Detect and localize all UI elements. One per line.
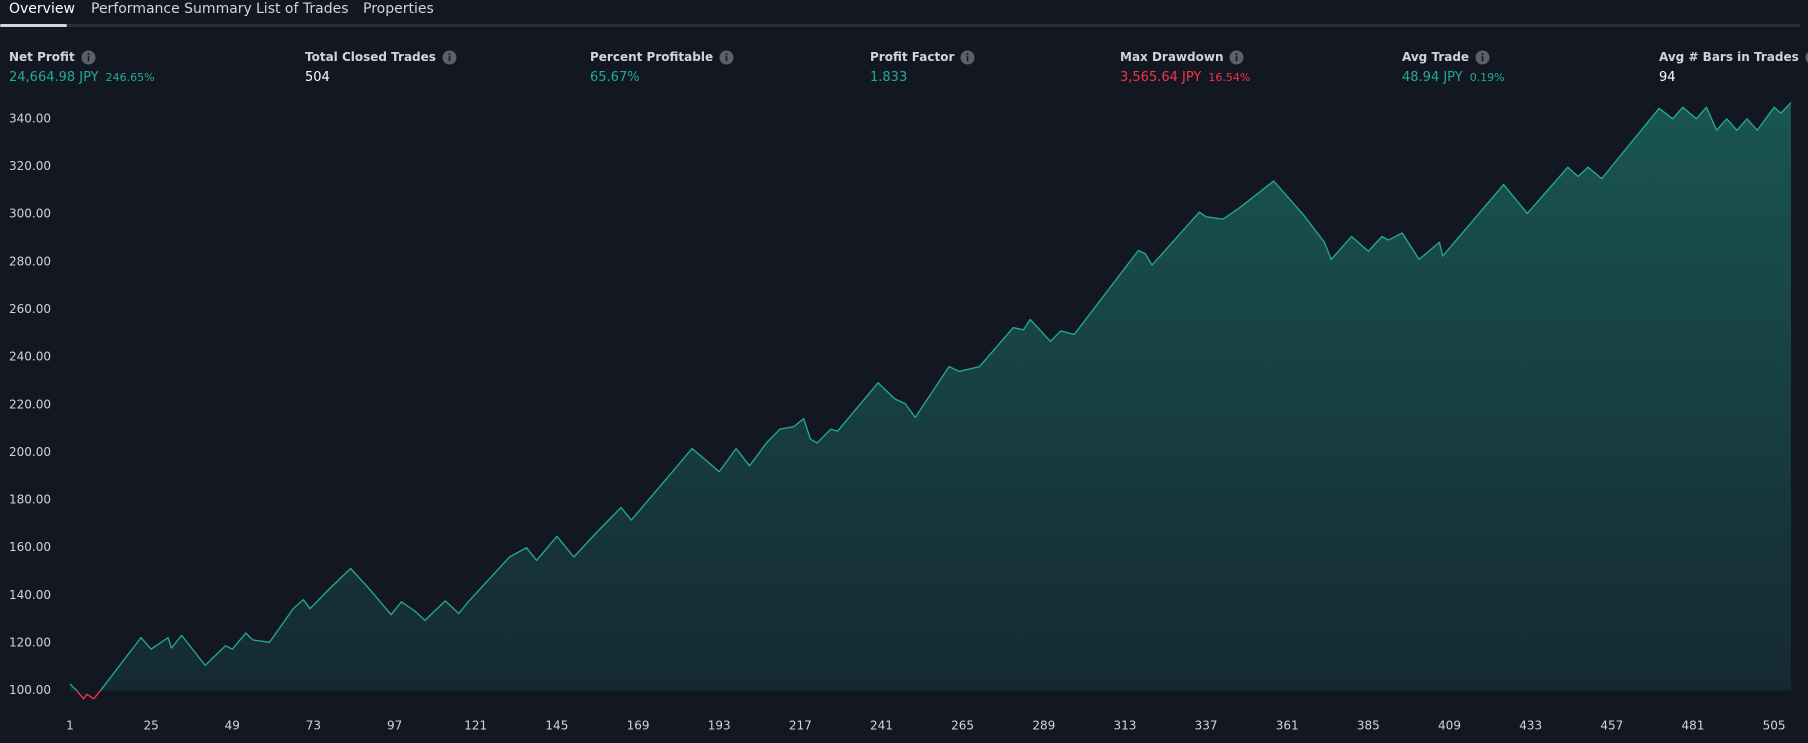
x-tick-label: 145 [545,719,568,733]
x-tick-label: 361 [1276,719,1299,733]
stat-sub-value: 246.65% [105,71,155,84]
stat-value-text: 3,565.64 JPY [1120,70,1202,85]
stat: Max Drawdown 3,565.64 JPY 16.54% [1120,46,1250,85]
stat-label-text: Profit Factor [870,50,955,64]
info-icon[interactable] [442,50,457,65]
info-icon[interactable] [1805,50,1808,65]
y-tick-label: 140.00 [9,588,51,602]
y-tick-label: 340.00 [9,111,51,125]
x-tick-label: 337 [1195,719,1218,733]
x-tick-label: 289 [1032,719,1055,733]
x-tick-label: 481 [1681,719,1704,733]
y-tick-label: 280.00 [9,254,51,268]
x-tick-label: 385 [1357,719,1380,733]
stat-value-text: 1.833 [870,70,908,85]
x-tick-label: 505 [1763,719,1786,733]
stat: Avg # Bars in Trades 94 [1659,46,1808,85]
stat-value: 24,664.98 JPY 246.65% [9,70,155,85]
info-icon[interactable] [1229,50,1244,65]
equity-line [69,102,1792,700]
stat-value-text: 24,664.98 JPY [9,70,99,85]
stat-label-text: Avg Trade [1402,50,1470,64]
stat-label: Profit Factor [870,50,975,65]
info-icon[interactable] [960,50,975,65]
stat-value-text: 48.94 JPY [1402,70,1463,85]
y-tick-label: 240.00 [9,350,51,364]
y-tick-label: 200.00 [9,445,51,459]
y-tick-label: 220.00 [9,397,51,411]
stat-label: Avg Trade [1402,50,1490,65]
x-tick-label: 457 [1600,719,1623,733]
equity-area [70,102,1791,691]
stat-label-text: Percent Profitable [590,50,714,64]
stat-label-text: Max Drawdown [1120,50,1224,64]
x-tick-label: 73 [306,719,321,733]
stat-label-text: Net Profit [9,50,75,64]
tab[interactable]: Performance Summary [91,1,252,17]
tab[interactable]: Overview [9,1,75,17]
stat-sub-value: 16.54% [1208,71,1251,84]
stat: Total Closed Trades 504 [305,46,457,85]
stat-value: 65.67% [590,70,734,85]
x-tick-label: 217 [789,719,812,733]
tab-underline [0,24,67,27]
tab[interactable]: List of Trades [256,1,349,17]
stat-label-text: Total Closed Trades [305,50,436,64]
y-tick-label: 120.00 [9,636,51,650]
stat: Percent Profitable 65.67% [590,46,734,85]
y-tick-label: 100.00 [9,683,51,697]
tab[interactable]: Properties [363,1,434,17]
tab-rail [0,24,1800,27]
stat-value: 504 [305,70,457,85]
stat-value-text: 94 [1659,70,1676,85]
x-tick-label: 97 [387,719,402,733]
stat-label: Max Drawdown [1120,50,1244,65]
stat: Net Profit 24,664.98 JPY 246.65% [9,46,155,85]
y-tick-label: 260.00 [9,302,51,316]
info-icon[interactable] [81,50,96,65]
x-tick-label: 241 [870,719,893,733]
stat: Avg Trade 48.94 JPY 0.19% [1402,46,1505,85]
y-tick-label: 180.00 [9,493,51,507]
stat-value-text: 504 [305,70,330,85]
x-tick-label: 313 [1113,719,1136,733]
stat-value-text: 65.67% [590,70,640,85]
stat-value: 3,565.64 JPY 16.54% [1120,70,1250,85]
stat-value: 94 [1659,70,1808,85]
x-tick-label: 409 [1438,719,1461,733]
y-tick-label: 320.00 [9,159,51,173]
info-icon[interactable] [719,50,734,65]
x-tick-label: 169 [627,719,650,733]
stat-value: 48.94 JPY 0.19% [1402,70,1505,85]
x-tick-label: 121 [464,719,487,733]
y-tick-label: 160.00 [9,540,51,554]
stat-value: 1.833 [870,70,975,85]
stat-label: Net Profit [9,50,96,65]
x-tick-label: 49 [225,719,240,733]
tab-bar: Overview Performance Summary List of Trade… [0,0,1808,30]
stat-label: Avg # Bars in Trades [1659,50,1808,65]
stat-label: Percent Profitable [590,50,734,65]
x-tick-label: 433 [1519,719,1542,733]
x-tick-label: 1 [66,719,74,733]
x-tick-label: 193 [708,719,731,733]
stat-label: Total Closed Trades [305,50,457,65]
y-tick-label: 300.00 [9,207,51,221]
x-tick-label: 265 [951,719,974,733]
stat-label-text: Avg # Bars in Trades [1659,50,1799,64]
x-tick-label: 25 [144,719,159,733]
stat-sub-value: 0.19% [1469,71,1505,84]
stat: Profit Factor 1.833 [870,46,975,85]
info-icon[interactable] [1475,50,1490,65]
